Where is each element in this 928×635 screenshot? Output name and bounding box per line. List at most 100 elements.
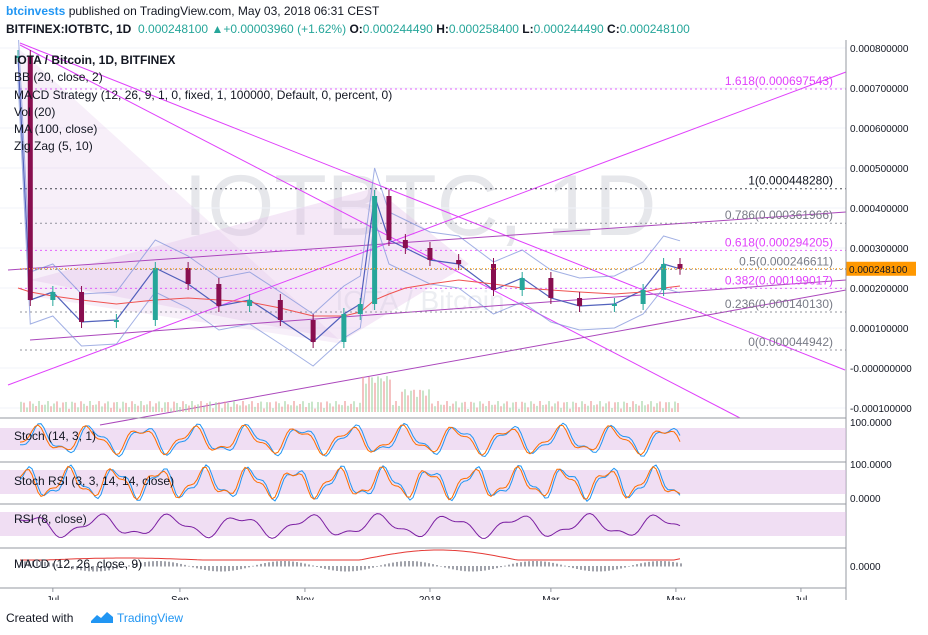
- price-tick-label: 0.000400000: [850, 204, 909, 215]
- macd-histogram-bar: [56, 564, 58, 567]
- volume-bar: [170, 408, 172, 412]
- candle[interactable]: [611, 304, 617, 306]
- macd-histogram-bar: [644, 562, 646, 567]
- macd-histogram-bar: [464, 566, 466, 572]
- volume-bar: [272, 408, 274, 412]
- volume-bar: [20, 401, 22, 412]
- volume-bar: [191, 401, 193, 412]
- candle[interactable]: [79, 292, 85, 322]
- volume-bar: [158, 401, 160, 412]
- legend-vol[interactable]: Vol (20): [14, 105, 55, 119]
- trend-line[interactable]: [29, 279, 847, 341]
- pane-label-macd[interactable]: MACD (12, 26, close, 9): [14, 557, 142, 571]
- candle[interactable]: [113, 320, 119, 322]
- price-axis[interactable]: 0.000800000 0.000700000 0.000600000 0.00050…: [850, 44, 912, 415]
- trend-line[interactable]: [7, 211, 847, 271]
- macd-histogram-bar: [140, 562, 142, 567]
- macd-histogram-bar: [560, 564, 562, 567]
- macd-histogram-bar: [284, 561, 286, 567]
- macd-histogram-bar: [352, 566, 354, 572]
- macd-histogram-bar: [404, 561, 406, 567]
- published-text: published on TradingView.com, May 03, 20…: [65, 4, 380, 18]
- legend-macd-strategy[interactable]: MACD Strategy (12, 26, 9, 1, 0, fixed, 1…: [14, 88, 392, 102]
- candle[interactable]: [357, 304, 363, 314]
- candle[interactable]: [490, 264, 496, 290]
- pane-label-stoch[interactable]: Stoch (14, 3, 1): [14, 429, 96, 443]
- volume-bar: [377, 376, 379, 412]
- volume-bar: [44, 404, 46, 412]
- candle[interactable]: [15, 56, 21, 58]
- candle[interactable]: [247, 300, 253, 306]
- candle[interactable]: [548, 278, 554, 298]
- macd-histogram-bar: [612, 566, 614, 571]
- candle[interactable]: [27, 56, 33, 300]
- volume-bar: [305, 407, 307, 412]
- volume-bar: [92, 405, 94, 412]
- macd-histogram-bar: [72, 566, 74, 569]
- volume-bar: [509, 407, 511, 412]
- volume-bar: [554, 403, 556, 412]
- volume-bar: [53, 403, 55, 412]
- candle[interactable]: [216, 284, 222, 306]
- volume-bar: [491, 404, 493, 412]
- macd-histogram-bar: [60, 565, 62, 567]
- candle[interactable]: [640, 290, 646, 304]
- candle[interactable]: [50, 292, 56, 300]
- legend-zigzag[interactable]: Zig Zag (5, 10): [14, 139, 93, 153]
- candle[interactable]: [386, 196, 392, 240]
- fib-label: 0.618(0.000294205): [725, 235, 833, 249]
- volume-bar: [26, 407, 28, 412]
- volume-bar: [500, 406, 502, 412]
- candle[interactable]: [310, 320, 316, 342]
- legend-bb[interactable]: BB (20, close, 2): [14, 70, 103, 84]
- volume-bar: [605, 403, 607, 412]
- volume-bar: [194, 405, 196, 412]
- time-axis[interactable]: Jul Sep Nov 2018 Mar May Jul: [0, 587, 846, 600]
- candle[interactable]: [152, 268, 158, 320]
- volume-bar: [149, 401, 151, 412]
- trend-line[interactable]: [7, 71, 847, 386]
- candle[interactable]: [577, 298, 583, 306]
- volume-bar: [23, 402, 25, 412]
- pane-label-rsi[interactable]: RSI (8, close): [14, 512, 87, 526]
- volume-bar: [179, 406, 181, 412]
- macd-histogram-bar: [608, 566, 610, 571]
- candle[interactable]: [341, 314, 347, 342]
- macd-histogram-bar: [332, 566, 334, 571]
- pane-label-stoch-rsi[interactable]: Stoch RSI (3, 3, 14, 14, close): [14, 474, 174, 488]
- candle[interactable]: [456, 260, 462, 264]
- volume-bar: [332, 406, 334, 412]
- publisher-name[interactable]: btcinvests: [6, 4, 66, 18]
- volume-bar: [239, 405, 241, 412]
- volume-bar: [134, 403, 136, 412]
- volume-bar: [251, 401, 253, 412]
- macd-histogram-bar: [108, 566, 110, 571]
- legend-ma[interactable]: MA (100, close): [14, 122, 97, 136]
- tradingview-brand[interactable]: TradingView: [117, 611, 184, 625]
- chart-area[interactable]: IOTBTC, 1D IOTA / Bitcoin 1.618(0.000697…: [0, 40, 928, 600]
- macd-histogram-bar: [300, 562, 302, 567]
- macd-histogram-bar: [360, 566, 362, 571]
- candle[interactable]: [402, 240, 408, 248]
- candle[interactable]: [519, 278, 525, 290]
- candle[interactable]: [372, 196, 378, 304]
- candle[interactable]: [661, 264, 667, 290]
- last-price-tag[interactable]: [846, 261, 916, 276]
- candle[interactable]: [677, 264, 683, 269]
- price-pane[interactable]: 1.618(0.000697543) 1(0.000448280) 0.786(0.…: [0, 40, 916, 426]
- trend-line[interactable]: [19, 44, 741, 419]
- legend-title[interactable]: IOTA / Bitcoin, 1D, BITFINEX: [14, 53, 175, 67]
- candle[interactable]: [427, 248, 433, 260]
- macd-histogram-bar: [572, 566, 574, 569]
- macd-histogram-bar: [500, 566, 502, 568]
- candle[interactable]: [185, 268, 191, 284]
- volume-bar: [140, 401, 142, 412]
- macd-histogram-bar: [96, 566, 98, 572]
- created-with-text: Created with: [6, 611, 74, 625]
- macd-histogram-bar: [160, 561, 162, 567]
- tradingview-logo-icon[interactable]: [90, 610, 114, 624]
- macd-histogram-bar: [320, 566, 322, 568]
- volume-bar: [365, 383, 367, 412]
- candle[interactable]: [277, 300, 283, 320]
- volume-bar: [530, 401, 532, 412]
